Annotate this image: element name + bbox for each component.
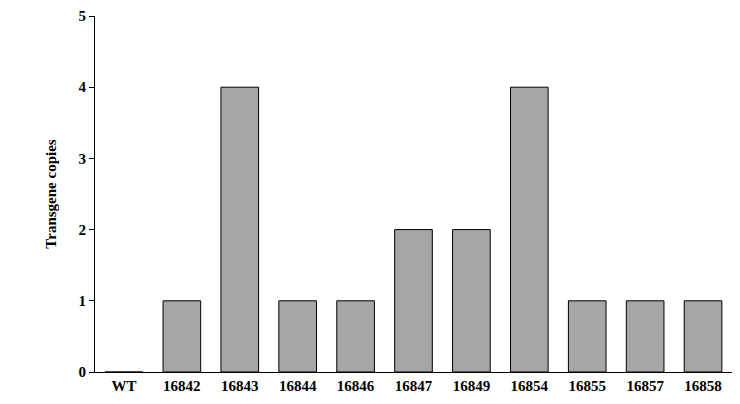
svg-text:3: 3 — [79, 151, 87, 167]
svg-text:5: 5 — [79, 8, 87, 24]
svg-text:16854: 16854 — [511, 378, 549, 394]
svg-text:16844: 16844 — [279, 378, 317, 394]
svg-text:16842: 16842 — [163, 378, 201, 394]
svg-text:16857: 16857 — [626, 378, 664, 394]
svg-text:16843: 16843 — [221, 378, 259, 394]
svg-text:16855: 16855 — [568, 378, 606, 394]
svg-text:16849: 16849 — [453, 378, 491, 394]
svg-text:16846: 16846 — [337, 378, 375, 394]
svg-text:4: 4 — [79, 79, 87, 95]
svg-text:Transgene copies: Transgene copies — [43, 139, 59, 248]
svg-text:WT: WT — [111, 378, 136, 394]
svg-text:2: 2 — [79, 222, 87, 238]
svg-text:16847: 16847 — [395, 378, 433, 394]
svg-text:16858: 16858 — [684, 378, 722, 394]
svg-text:0: 0 — [79, 364, 87, 380]
svg-text:1: 1 — [79, 293, 87, 309]
